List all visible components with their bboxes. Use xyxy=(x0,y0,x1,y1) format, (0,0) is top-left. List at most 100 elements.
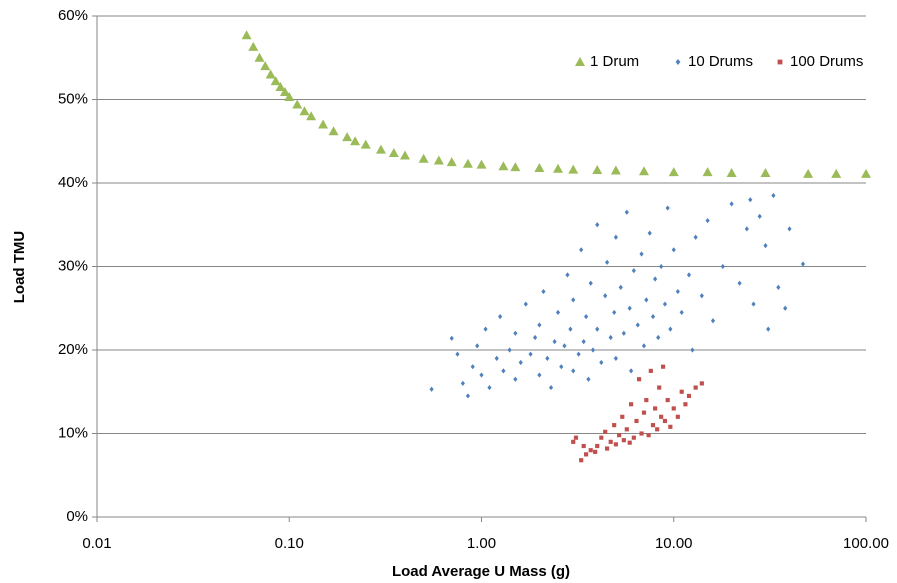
point xyxy=(603,429,608,434)
point xyxy=(650,314,656,320)
point xyxy=(751,301,756,307)
point xyxy=(660,364,666,369)
point xyxy=(644,398,649,403)
point xyxy=(537,372,542,378)
point xyxy=(528,351,533,357)
point xyxy=(328,126,339,136)
point xyxy=(657,385,662,390)
point xyxy=(455,351,460,357)
point xyxy=(571,297,576,303)
point xyxy=(541,288,546,295)
point xyxy=(476,159,487,169)
y-tick-label: 30% xyxy=(58,257,88,274)
point xyxy=(462,158,473,168)
point xyxy=(593,449,598,454)
point xyxy=(465,393,471,399)
legend-label: 100 Drums xyxy=(790,53,863,70)
point xyxy=(659,263,664,270)
point xyxy=(599,359,604,366)
point xyxy=(757,213,762,219)
point xyxy=(679,309,684,316)
point xyxy=(617,433,622,438)
point xyxy=(693,385,698,390)
point xyxy=(581,339,586,345)
point xyxy=(559,364,564,370)
point xyxy=(299,106,310,116)
point xyxy=(350,136,361,146)
point xyxy=(581,443,586,449)
x-tick-label: 0.10 xyxy=(275,535,304,552)
point xyxy=(599,435,604,440)
point xyxy=(831,168,842,178)
point xyxy=(679,389,684,394)
point xyxy=(612,423,617,428)
point xyxy=(584,314,589,320)
point xyxy=(629,402,634,407)
point xyxy=(631,435,636,440)
x-tick-label: 10.00 xyxy=(655,535,693,552)
point xyxy=(624,209,629,215)
point xyxy=(545,355,550,361)
point xyxy=(460,380,465,386)
point xyxy=(318,119,329,129)
point xyxy=(292,99,303,109)
point xyxy=(639,251,644,257)
point xyxy=(641,410,647,415)
point xyxy=(760,167,771,177)
point xyxy=(662,301,668,307)
point xyxy=(603,293,608,299)
point xyxy=(595,222,600,228)
point xyxy=(586,376,591,382)
point xyxy=(275,81,286,91)
point xyxy=(613,234,618,240)
point xyxy=(631,268,636,274)
point xyxy=(621,330,626,336)
point xyxy=(639,431,644,436)
point xyxy=(613,442,618,447)
y-tick-label: 20% xyxy=(58,341,88,358)
point xyxy=(608,439,613,444)
point xyxy=(595,326,600,332)
point xyxy=(671,247,676,253)
point xyxy=(613,355,618,361)
point xyxy=(513,330,518,336)
point xyxy=(647,230,652,236)
point xyxy=(306,111,317,121)
point xyxy=(699,381,704,386)
point xyxy=(653,276,658,282)
point xyxy=(553,163,564,173)
point xyxy=(483,326,488,332)
legend-marker xyxy=(675,59,681,65)
point xyxy=(418,153,429,163)
point xyxy=(494,355,499,361)
point xyxy=(533,334,538,341)
point xyxy=(584,452,589,457)
point xyxy=(579,247,584,253)
point xyxy=(662,418,668,424)
point xyxy=(803,168,814,178)
point xyxy=(737,280,742,286)
point xyxy=(665,398,670,403)
point xyxy=(429,386,434,392)
point xyxy=(592,165,603,175)
point xyxy=(518,359,523,366)
point xyxy=(720,263,725,270)
point xyxy=(507,347,512,353)
point xyxy=(588,280,593,286)
point xyxy=(248,41,259,51)
point xyxy=(284,91,295,101)
x-tick-label: 100.00 xyxy=(843,535,889,552)
point xyxy=(562,343,567,349)
point xyxy=(618,284,623,290)
point xyxy=(861,168,871,178)
point xyxy=(655,427,660,432)
point xyxy=(610,165,621,175)
point xyxy=(686,393,692,399)
point xyxy=(470,364,475,370)
point xyxy=(771,192,776,199)
point xyxy=(787,226,792,232)
point xyxy=(653,406,658,411)
point xyxy=(342,132,353,142)
point xyxy=(588,448,593,453)
